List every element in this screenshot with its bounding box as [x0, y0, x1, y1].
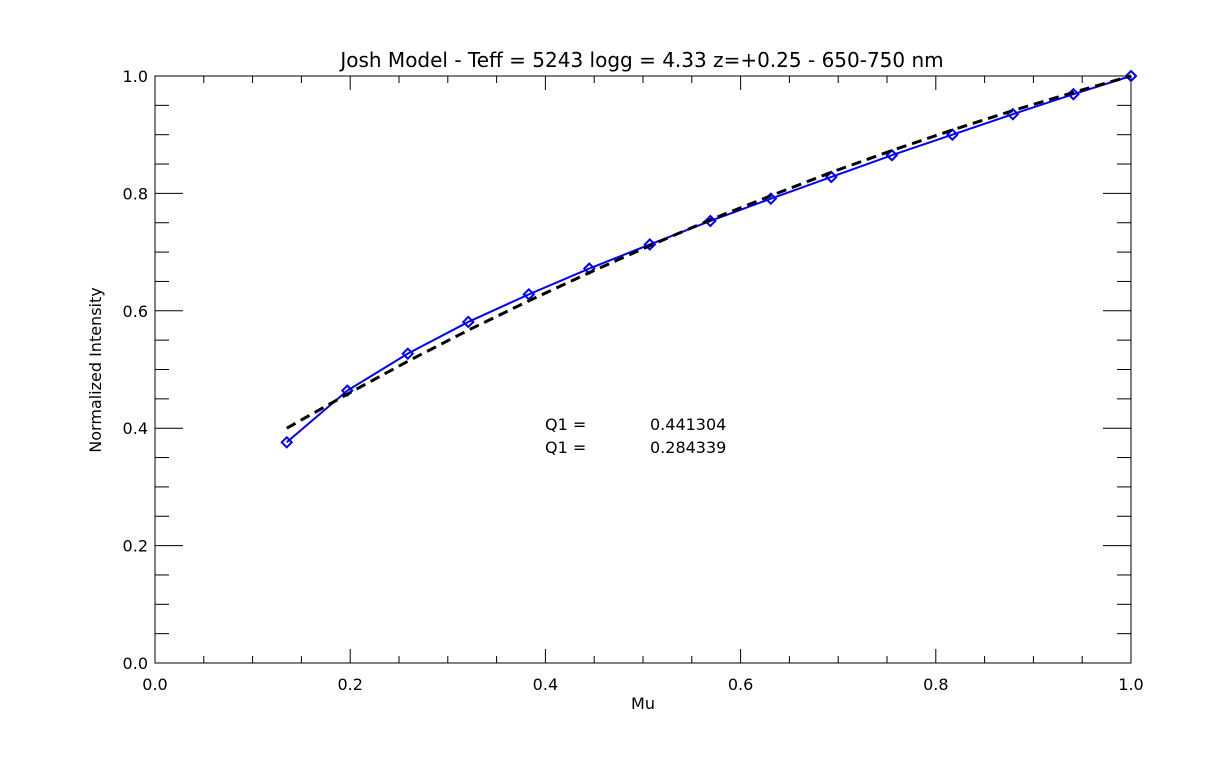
- series-group: [280, 69, 1138, 449]
- y-tick-label: 0.8: [123, 184, 148, 203]
- annotations: Q1 = 0.441304 Q1 = 0.284339: [545, 415, 726, 457]
- data-point-marker: [885, 148, 899, 162]
- y-tick-label: 0.6: [123, 302, 148, 321]
- data-point-marker: [643, 238, 657, 251]
- plot-area: [154, 75, 1132, 664]
- x-tick-label: 0.4: [533, 675, 558, 694]
- axis-ticks: [154, 75, 1132, 664]
- data-point-marker: [703, 214, 717, 228]
- data-point-marker: [401, 347, 415, 361]
- y-tick-labels: 0.0 0.2 0.4 0.6 0.8 1.0: [123, 67, 148, 673]
- x-axis-label: Mu: [631, 694, 655, 713]
- y-axis-label: Normalized Intensity: [86, 287, 105, 452]
- y-tick-label: 0.0: [123, 654, 148, 673]
- annotation-value-2: 0.284339: [650, 438, 726, 457]
- data-point-marker: [1124, 69, 1138, 83]
- y-tick-label: 0.4: [123, 419, 148, 438]
- y-tick-label: 1.0: [123, 67, 148, 86]
- x-tick-labels: 0.0 0.2 0.4 0.6 0.8 1.0: [142, 675, 1143, 694]
- annotation-value-1: 0.441304: [650, 415, 726, 434]
- annotation-label-2: Q1 =: [545, 438, 586, 457]
- plot-frame-border: [154, 75, 1132, 664]
- x-tick-label: 0.6: [728, 675, 753, 694]
- series-line-2: [286, 74, 1132, 430]
- x-tick-label: 1.0: [1118, 675, 1143, 694]
- series-line-1: [286, 75, 1132, 444]
- chart-title: Josh Model - Teff = 5243 logg = 4.33 z=+…: [338, 48, 943, 72]
- data-point-marker: [824, 170, 838, 184]
- y-tick-label: 0.2: [123, 537, 148, 556]
- data-point-marker: [945, 128, 959, 142]
- x-tick-label: 0.8: [923, 675, 948, 694]
- annotation-label-1: Q1 =: [545, 415, 586, 434]
- x-tick-label: 0.2: [337, 675, 362, 694]
- x-tick-label: 0.0: [142, 675, 167, 694]
- data-point-marker: [461, 315, 475, 329]
- data-point-marker: [280, 435, 294, 449]
